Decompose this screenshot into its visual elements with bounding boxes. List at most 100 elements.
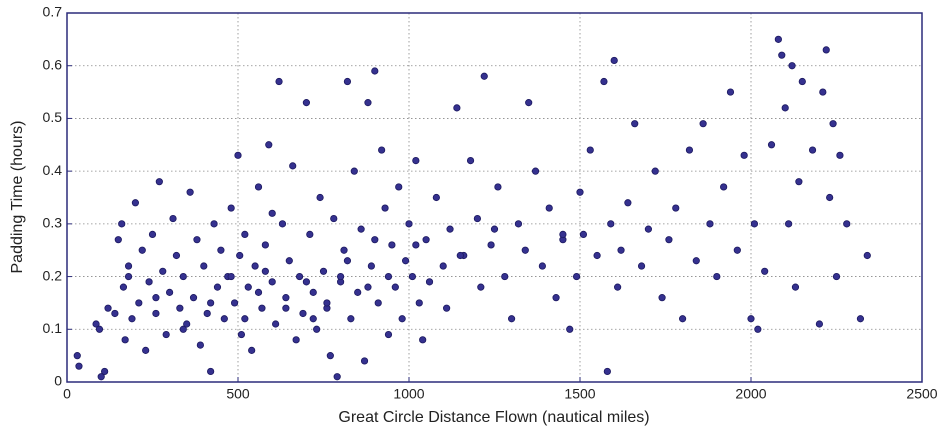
- y-tick-label: 0: [54, 373, 62, 389]
- point: [166, 288, 174, 296]
- point: [374, 299, 382, 307]
- point: [227, 204, 235, 212]
- point: [692, 257, 700, 265]
- point: [405, 220, 413, 228]
- point: [490, 225, 499, 233]
- point: [254, 288, 263, 296]
- point: [152, 309, 160, 318]
- point: [384, 330, 393, 339]
- point: [637, 262, 646, 270]
- point: [323, 299, 331, 307]
- point: [261, 267, 269, 275]
- point: [754, 325, 762, 333]
- point: [135, 299, 143, 307]
- point: [119, 283, 128, 291]
- point: [603, 367, 611, 376]
- point: [162, 330, 170, 339]
- point: [826, 193, 834, 202]
- point: [651, 167, 659, 175]
- y-tick-label: 0.6: [43, 56, 63, 72]
- point: [319, 267, 328, 275]
- point: [333, 373, 341, 381]
- point: [73, 352, 81, 360]
- point: [832, 272, 841, 281]
- point: [381, 204, 389, 212]
- point: [829, 120, 837, 128]
- point: [538, 262, 546, 270]
- point: [507, 315, 516, 323]
- point: [138, 246, 146, 254]
- point: [330, 214, 338, 223]
- point: [302, 99, 310, 107]
- point: [244, 283, 252, 291]
- point: [371, 236, 379, 244]
- point: [521, 246, 529, 254]
- point: [819, 88, 827, 96]
- point: [92, 320, 100, 328]
- point: [145, 278, 153, 286]
- point: [477, 283, 485, 291]
- point: [614, 283, 622, 291]
- point: [258, 304, 266, 312]
- plot-frame: [66, 12, 923, 383]
- point: [131, 199, 139, 207]
- x-tick-label: 500: [226, 386, 250, 402]
- point: [384, 272, 393, 281]
- point: [251, 262, 259, 270]
- y-tick-label: 0.7: [43, 4, 63, 20]
- point: [207, 367, 215, 376]
- point: [364, 283, 372, 291]
- point: [357, 225, 365, 233]
- point: [836, 151, 844, 159]
- point: [189, 294, 198, 302]
- point: [292, 336, 300, 344]
- point: [285, 257, 293, 265]
- point: [340, 246, 348, 254]
- point: [466, 157, 475, 165]
- point: [172, 251, 181, 260]
- point: [453, 104, 461, 112]
- x-tick-label: 1000: [393, 386, 424, 402]
- point: [343, 257, 352, 265]
- point: [275, 77, 283, 86]
- point: [299, 309, 307, 318]
- point: [473, 214, 481, 223]
- point: [121, 336, 129, 344]
- point: [706, 220, 714, 228]
- y-tick-label: 0.2: [43, 267, 63, 283]
- x-tick-label: 2500: [906, 386, 937, 402]
- point: [282, 294, 290, 302]
- point: [843, 220, 851, 228]
- point: [111, 309, 119, 318]
- point: [152, 294, 160, 302]
- point: [282, 304, 290, 312]
- point: [306, 230, 314, 238]
- point: [545, 204, 553, 212]
- point: [785, 220, 793, 228]
- point: [822, 46, 830, 54]
- point: [531, 167, 540, 175]
- point: [360, 357, 369, 365]
- point: [720, 183, 728, 191]
- point: [179, 325, 187, 333]
- point: [395, 183, 403, 191]
- point: [347, 315, 355, 323]
- point: [425, 278, 434, 286]
- point: [422, 236, 430, 244]
- point: [815, 320, 824, 328]
- point: [196, 341, 204, 349]
- point: [750, 220, 759, 228]
- point: [699, 120, 707, 128]
- point: [326, 352, 334, 360]
- point: [747, 315, 755, 323]
- y-axis-label: Padding Time (hours): [9, 121, 26, 274]
- point: [313, 325, 321, 333]
- point: [124, 262, 133, 270]
- point: [391, 283, 399, 291]
- point: [412, 241, 420, 249]
- point: [248, 346, 256, 354]
- point: [494, 183, 502, 191]
- point: [148, 230, 157, 238]
- point: [791, 283, 800, 291]
- point: [364, 99, 372, 107]
